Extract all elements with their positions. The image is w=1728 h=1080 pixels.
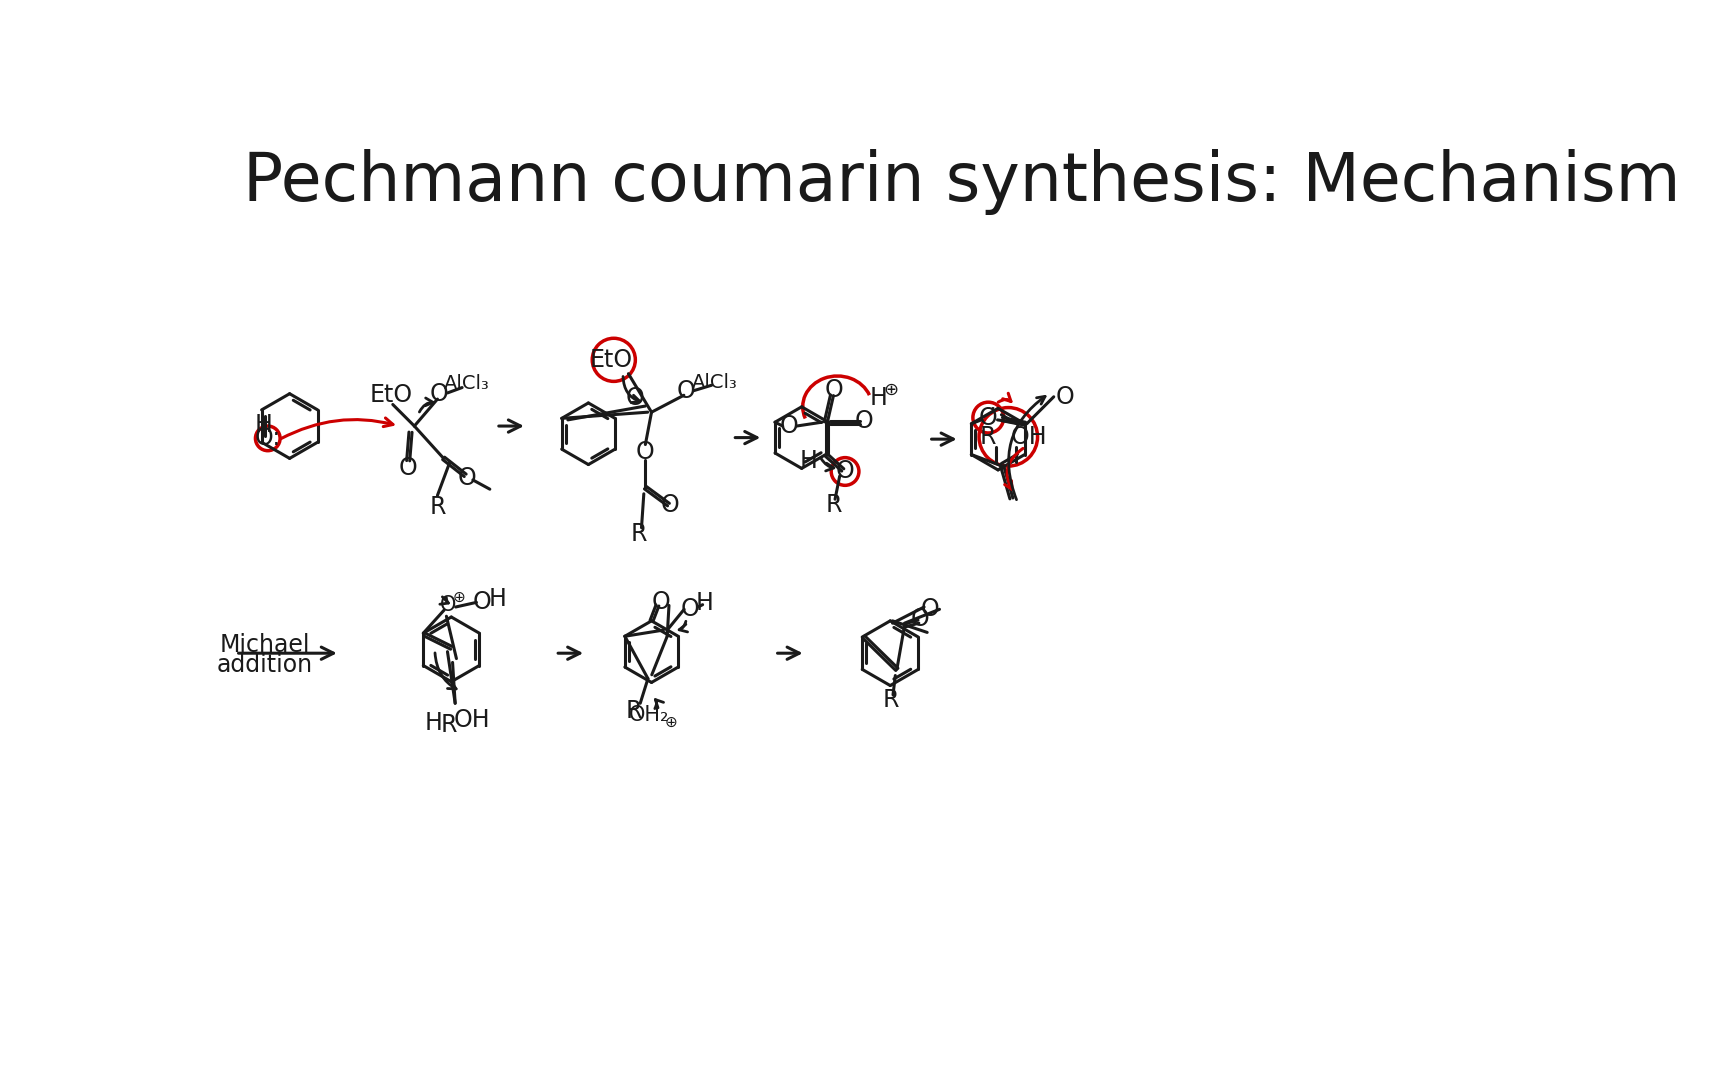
Text: O: O <box>855 408 874 433</box>
Text: O:: O: <box>254 427 282 450</box>
Text: O: O <box>824 378 843 402</box>
Text: EtO: EtO <box>370 383 413 407</box>
Text: O: O <box>472 591 491 615</box>
Text: R: R <box>429 495 446 518</box>
Text: Ö: Ö <box>978 406 997 430</box>
Text: O: O <box>681 597 700 621</box>
Text: O: O <box>660 492 679 516</box>
Text: O: O <box>1056 384 1075 409</box>
Text: O: O <box>458 465 477 489</box>
Text: AlCl₃: AlCl₃ <box>691 374 738 392</box>
Text: ⊕: ⊕ <box>453 590 465 605</box>
Text: Pechmann coumarin synthesis: Mechanism: Pechmann coumarin synthesis: Mechanism <box>244 149 1681 215</box>
Text: OH: OH <box>454 708 491 732</box>
Text: EtO: EtO <box>589 348 632 372</box>
Text: H: H <box>869 386 886 409</box>
Text: O: O <box>636 441 655 464</box>
Text: H: H <box>695 591 714 616</box>
Text: H: H <box>425 711 442 734</box>
Text: R: R <box>441 713 458 737</box>
Text: H: H <box>254 414 271 437</box>
Text: Michael: Michael <box>219 634 311 658</box>
Text: addition: addition <box>218 652 313 677</box>
Text: R: R <box>626 699 643 723</box>
Text: R: R <box>980 424 997 449</box>
Text: O: O <box>430 381 448 406</box>
Text: ⊕: ⊕ <box>665 715 677 730</box>
Text: O: O <box>921 597 940 621</box>
Text: R: R <box>883 688 899 712</box>
Text: O: O <box>439 595 456 615</box>
Text: H: H <box>800 448 817 473</box>
Text: OH₂: OH₂ <box>629 705 670 725</box>
Text: R: R <box>631 522 648 545</box>
Text: R: R <box>826 492 842 516</box>
Text: O: O <box>677 379 696 403</box>
Text: O: O <box>911 607 930 632</box>
Text: O: O <box>651 590 670 613</box>
Text: O: O <box>399 457 418 481</box>
Text: O: O <box>836 459 854 484</box>
Text: AlCl₃: AlCl₃ <box>444 374 489 393</box>
Text: O: O <box>626 387 645 410</box>
Text: ⊕: ⊕ <box>883 381 899 399</box>
Text: OH: OH <box>1011 424 1047 449</box>
Text: O: O <box>779 414 798 438</box>
Text: H: H <box>489 586 506 610</box>
